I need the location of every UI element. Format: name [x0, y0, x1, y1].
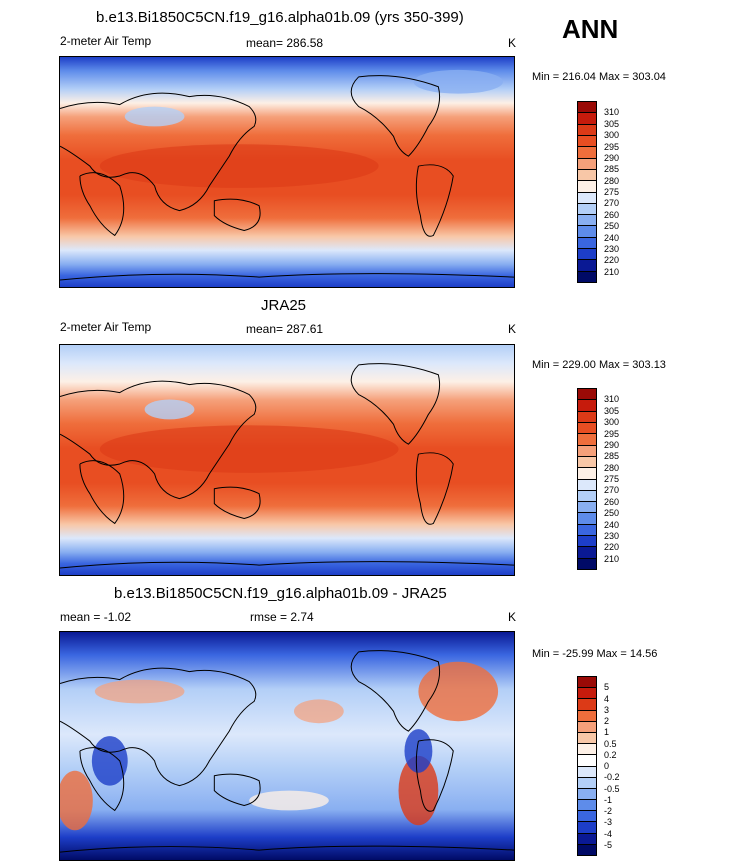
cbar3-tick: 1	[604, 727, 610, 738]
cbar1-tick: 230	[604, 243, 620, 254]
panel2-variable-label: 2-meter Air Temp	[60, 320, 152, 334]
panel3-map-svg	[60, 632, 514, 860]
cbar3-tick: -0.5	[604, 783, 620, 794]
cbar1-tick: 220	[604, 255, 620, 266]
cbar2-tick: 250	[604, 508, 620, 519]
panel3-mean-label: mean = -1.02	[60, 610, 132, 624]
panel3-colorbar	[577, 676, 597, 856]
cbar2-tick: 270	[604, 485, 620, 496]
cbar3-tick: 0.5	[604, 738, 617, 749]
panel3-rmse-label: rmse = 2.74	[250, 610, 314, 624]
panel2-mean-label: mean= 287.61	[246, 322, 324, 336]
cbar2-tick: 310	[604, 394, 620, 405]
cbar2-tick: 305	[604, 405, 620, 416]
cbar3-tick: 0.2	[604, 749, 617, 760]
panel2-minmax-label: Min = 229.00 Max = 303.13	[532, 359, 666, 371]
cbar1-tick: 275	[604, 187, 620, 197]
cbar3-tick: -0.2	[604, 772, 620, 783]
cbar3-tick: 5	[604, 682, 610, 693]
cbar2-tick: 210	[604, 553, 620, 564]
cbar1-tick: 250	[604, 221, 620, 232]
cbar2-tick: 260	[604, 496, 620, 507]
panel2-map-svg	[60, 345, 514, 575]
cbar2-tick: 280	[604, 462, 620, 473]
cbar1-tick: 310	[604, 107, 620, 118]
cbar1-tick: 290	[604, 152, 620, 163]
cbar3-tick: -3	[604, 817, 613, 828]
panel1-units-label: K	[508, 36, 517, 50]
cbar3-tick: 0	[604, 761, 610, 771]
panel1-variable-label: 2-meter Air Temp	[60, 34, 152, 48]
panel1-map	[59, 56, 515, 288]
cbar3-tick: -4	[604, 828, 613, 839]
panel2-map	[59, 344, 515, 576]
cbar1-tick: 240	[604, 232, 620, 243]
cbar3-tick: 2	[604, 716, 610, 726]
panel3-minmax-label: Min = -25.99 Max = 14.56	[532, 648, 658, 660]
panel1-title: b.e13.Bi1850C5CN.f19_g16.alpha01b.09 (yr…	[96, 9, 464, 26]
cbar1-tick: 210	[604, 266, 620, 277]
cbar2-tick: 230	[604, 530, 620, 541]
panel1-colorbar	[577, 101, 597, 283]
panel3-map	[59, 631, 515, 861]
cbar3-tick: -1	[604, 794, 613, 805]
panel2-units-label: K	[508, 322, 517, 336]
cbar3-tick: 4	[604, 693, 610, 704]
panel1-map-svg	[60, 57, 514, 287]
cbar1-tick: 280	[604, 175, 620, 186]
cbar2-tick: 220	[604, 542, 620, 553]
cbar1-tick: 270	[604, 198, 620, 209]
cbar2-tick: 295	[604, 428, 620, 439]
panel3-title: b.e13.Bi1850C5CN.f19_g16.alpha01b.09 - J…	[114, 585, 447, 602]
panel2-title: JRA25	[261, 297, 307, 314]
panel1-mean-label: mean= 286.58	[246, 36, 324, 50]
cbar2-tick: 275	[604, 474, 620, 484]
cbar2-tick: 300	[604, 417, 620, 428]
cbar1-tick: 260	[604, 209, 620, 220]
cbar1-tick: 295	[604, 141, 620, 152]
cbar1-tick: 300	[604, 130, 620, 141]
cbar1-tick: 305	[604, 118, 620, 129]
panel3-units-label: K	[508, 610, 517, 624]
cbar3-tick: -5	[604, 839, 613, 850]
cbar1-tick: 285	[604, 164, 620, 175]
season-label: ANN	[562, 14, 619, 44]
cbar2-tick: 285	[604, 451, 620, 462]
cbar3-tick: -2	[604, 806, 613, 816]
cbar3-tick: 3	[604, 704, 610, 715]
panel1-minmax-label: Min = 216.04 Max = 303.04	[532, 71, 666, 83]
panel2-colorbar	[577, 388, 597, 570]
cbar2-tick: 290	[604, 439, 620, 450]
cbar2-tick: 240	[604, 519, 620, 530]
